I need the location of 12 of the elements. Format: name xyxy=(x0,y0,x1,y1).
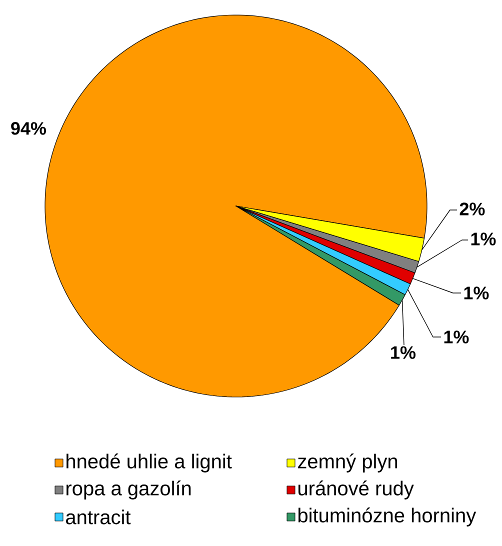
data-label: 94% xyxy=(11,122,46,135)
legend-label: uránové rudy xyxy=(298,480,414,500)
legend-label: bituminózne horniny xyxy=(298,508,476,526)
data-label: 1% xyxy=(464,286,489,300)
legend-label: zemný plyn xyxy=(298,454,398,472)
data-label: 1% xyxy=(471,232,496,246)
legend-label: hnedé uhlie a lignit xyxy=(66,454,232,472)
legend-label: ropa a gazolín xyxy=(66,480,191,500)
data-label: 1% xyxy=(391,346,416,359)
legend-label: antracit xyxy=(66,510,131,524)
data-label: 2% xyxy=(460,202,485,216)
data-label: 1% xyxy=(444,330,469,344)
